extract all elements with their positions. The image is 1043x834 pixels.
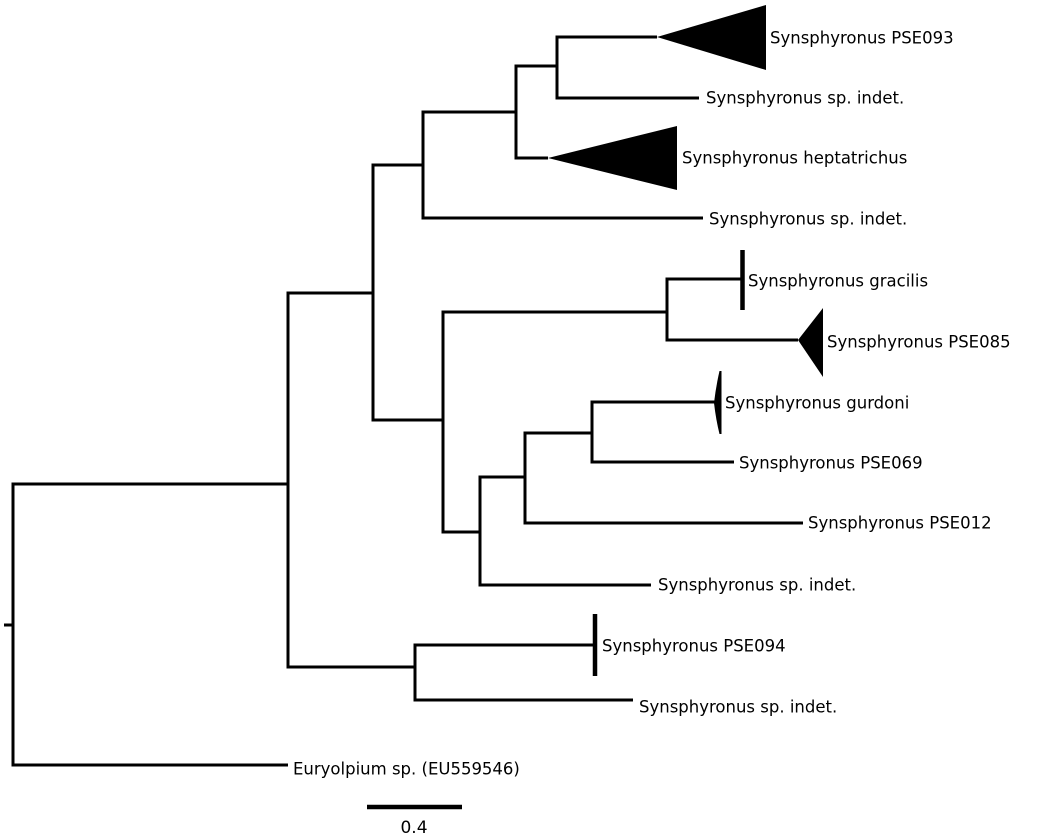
branch-ingroup-bracket [286, 291, 415, 669]
taxon-label-gracilis: Synsphyronus gracilis [748, 272, 928, 291]
tree-branches [4, 35, 803, 767]
branch-upper-bracket [371, 163, 443, 422]
collapsed-clade-glyphs [548, 5, 823, 676]
collapsed-clade-triangle-pse085 [798, 308, 823, 377]
collapsed-clade-triangle-heptatrichus [548, 126, 677, 190]
branch-clade-c-bracket [555, 35, 699, 100]
branch-root-bracket [11, 482, 288, 767]
scale-bar-label: 0.4 [400, 818, 427, 834]
collapsed-clade-triangle-pse093 [657, 5, 766, 70]
taxon-label-pse094: Synsphyronus PSE094 [602, 637, 786, 656]
branch-pse012-bracket [523, 431, 803, 525]
taxon-label-pse012: Synsphyronus PSE012 [808, 514, 992, 533]
branch-gracilis-pse085-bracket [665, 277, 798, 342]
branch-gurdoni-pse069-bracket [590, 400, 734, 464]
taxon-label-sp-indet-3: Synsphyronus sp. indet. [658, 576, 856, 595]
taxon-label-pse093: Synsphyronus PSE093 [770, 29, 954, 48]
branch-clade-a-bracket [421, 110, 703, 220]
taxon-label-heptatrichus: Synsphyronus heptatrichus [682, 149, 907, 168]
scale-bar: 0.4 [367, 804, 462, 834]
taxon-labels: Synsphyronus PSE093 Synsphyronus sp. ind… [293, 29, 1011, 779]
collapsed-clade-sliver-gurdoni [714, 371, 722, 434]
branch-mid-bracket [441, 310, 667, 534]
branch-pse094-bracket [413, 643, 633, 702]
taxon-label-gurdoni: Synsphyronus gurdoni [725, 394, 909, 413]
taxon-label-sp-indet-2: Synsphyronus sp. indet. [709, 210, 907, 229]
taxon-label-sp-indet-4: Synsphyronus sp. indet. [639, 698, 837, 717]
taxon-label-pse069: Synsphyronus PSE069 [739, 454, 923, 473]
taxon-label-sp-indet-1: Synsphyronus sp. indet. [706, 89, 904, 108]
branch-lower-mid-bracket [478, 475, 651, 587]
taxon-label-euryolpium: Euryolpium sp. (EU559546) [293, 760, 520, 779]
taxon-label-pse085: Synsphyronus PSE085 [827, 333, 1011, 352]
branch-clade-b-bracket [514, 64, 557, 160]
